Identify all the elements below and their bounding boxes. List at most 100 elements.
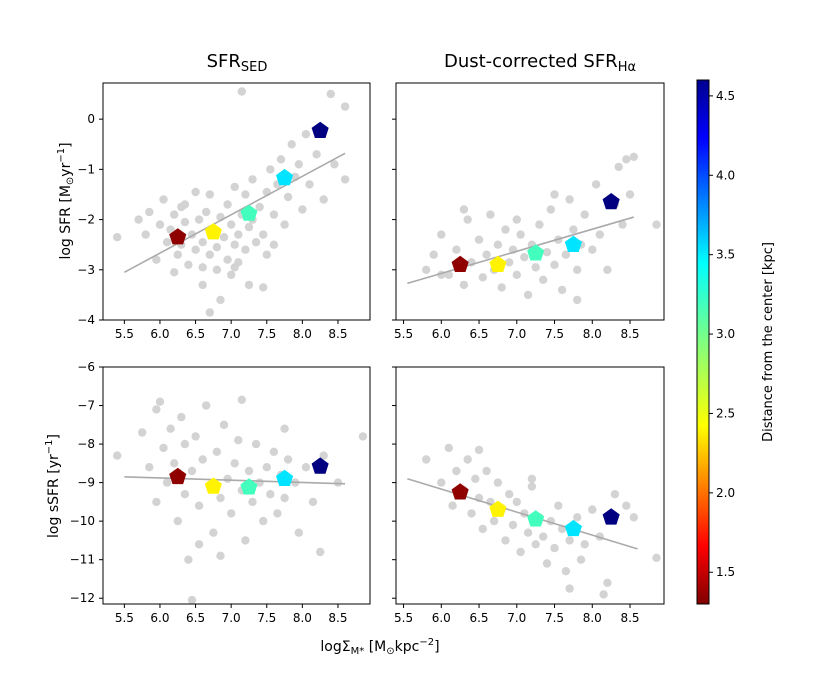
- scatter-point: [603, 578, 612, 587]
- fit-line: [123, 152, 346, 274]
- binned-marker: [240, 478, 258, 495]
- scatter-point: [652, 220, 661, 229]
- y-tick-label: −11: [70, 553, 95, 567]
- scatter-point: [159, 195, 168, 204]
- scatter-point: [152, 497, 161, 507]
- scatter-point: [512, 215, 521, 224]
- binned-marker: [276, 469, 294, 486]
- scatter-point: [603, 265, 612, 274]
- scatter-point: [234, 436, 243, 445]
- scatter-point: [478, 524, 487, 534]
- scatter-point: [294, 528, 303, 537]
- scatter-point: [212, 447, 222, 456]
- scatter-point: [535, 220, 544, 229]
- scatter-point: [113, 451, 122, 460]
- scatter-point: [471, 474, 480, 483]
- scatter-point: [629, 513, 638, 522]
- scatter-point: [580, 540, 589, 549]
- scatter-point: [152, 255, 161, 264]
- scatter-point: [531, 540, 540, 549]
- binned-marker: [311, 457, 329, 474]
- y-tick-label: −8: [77, 437, 95, 451]
- x-tick-label: 8.5: [620, 327, 639, 341]
- xlabel: logΣM* [M⊙kpc−2]: [320, 637, 439, 657]
- x-tick-label: 7.5: [257, 611, 276, 625]
- scatter-point: [219, 420, 229, 429]
- scatter-point: [230, 240, 239, 249]
- x-tick-label: 8.0: [293, 611, 312, 625]
- scatter-point: [134, 215, 143, 224]
- scatter-point: [273, 509, 282, 518]
- scatter-point: [527, 474, 537, 483]
- scatter-point: [184, 555, 193, 564]
- scatter-point: [516, 230, 525, 239]
- colorbar-tick-label: 3.0: [716, 327, 735, 341]
- scatter-point: [565, 195, 574, 204]
- scatter-point: [113, 233, 122, 242]
- scatter-point: [198, 238, 207, 247]
- y-tick-label: −7: [77, 399, 95, 413]
- scatter-point: [180, 217, 190, 227]
- scatter-point: [145, 463, 154, 472]
- scatter-point: [194, 501, 204, 510]
- scatter-point: [437, 230, 446, 239]
- scatter-point: [652, 553, 661, 562]
- scatter-point: [312, 150, 321, 159]
- x-tick-label: 8.0: [583, 327, 602, 341]
- scatter-point: [248, 497, 257, 507]
- scatter-point: [209, 528, 218, 537]
- y-tick-label: −4: [77, 313, 95, 327]
- binned-marker: [240, 204, 258, 221]
- scatter-point: [444, 270, 453, 279]
- fit-line: [407, 216, 635, 285]
- scatter-point: [227, 220, 236, 229]
- scatter-point: [266, 490, 275, 499]
- scatter-point: [259, 283, 268, 292]
- y-tick-label: −9: [77, 476, 95, 490]
- scatter-point: [333, 478, 343, 487]
- panels: 5.5 6.0 6.5 7.0 7.5 8.0 8.5 0 −1 −2 −3 −4 5.5 6.0 6.5 7…: [70, 82, 665, 625]
- scatter-point: [569, 225, 578, 234]
- binned-marker: [451, 483, 469, 500]
- scatter-point: [251, 439, 261, 449]
- scatter-point: [622, 155, 631, 164]
- fit-line: [124, 476, 346, 485]
- scatter-point: [162, 478, 172, 487]
- scatter-point: [152, 405, 161, 414]
- scatter-point: [565, 536, 574, 545]
- title-left: SFRSED: [207, 51, 268, 75]
- scatter-point: [588, 505, 597, 514]
- scatter-point: [191, 187, 200, 197]
- x-tick-label: 6.5: [469, 327, 488, 341]
- scatter-point: [294, 160, 303, 169]
- scatter-point: [269, 447, 279, 456]
- scatter-point: [266, 165, 275, 174]
- scatter-point: [474, 445, 484, 455]
- scatter-point: [241, 245, 250, 254]
- scatter-point: [155, 220, 165, 229]
- scatter-point: [244, 280, 254, 290]
- scatter-point: [184, 260, 193, 269]
- colorbar-tick-label: 3.5: [716, 248, 735, 262]
- scatter-point: [198, 280, 207, 290]
- x-tick-label: 8.5: [328, 611, 347, 625]
- scatter-point: [452, 466, 461, 476]
- binned-marker: [564, 519, 582, 537]
- binned-marker: [602, 193, 620, 210]
- scatter-point: [141, 230, 150, 239]
- scatter-point: [573, 265, 582, 274]
- x-tick-label: 8.0: [293, 327, 312, 341]
- scatter-point: [187, 595, 197, 605]
- scatter-point: [170, 459, 179, 468]
- binned-marker: [169, 467, 187, 485]
- ylabel-bottom: log sSFR [yr−1]: [44, 434, 62, 538]
- scatter-point: [237, 87, 246, 96]
- scatter-point: [177, 412, 186, 422]
- scatter-point: [501, 536, 510, 545]
- scatter-point: [283, 455, 293, 464]
- x-tick-label: 6.5: [469, 611, 488, 625]
- binned-marker: [527, 510, 545, 527]
- scatter-point: [283, 192, 293, 202]
- scatter-point: [194, 215, 204, 224]
- scatter-point: [482, 466, 491, 476]
